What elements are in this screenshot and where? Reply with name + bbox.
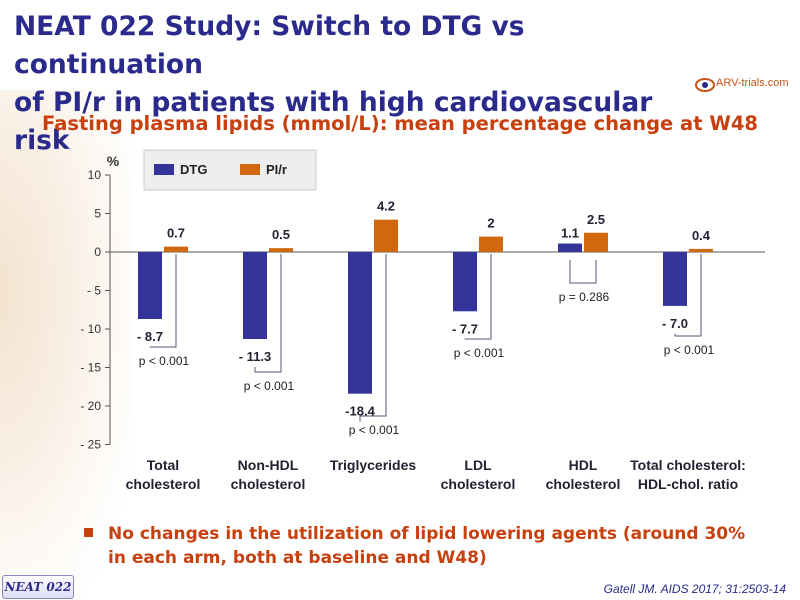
y-tick-label: - 5 [87,284,101,298]
bullet-square-icon [84,528,93,537]
logo-text: ARV-trials.com [716,77,789,89]
p-value-label: p = 0.286 [559,290,610,304]
category-label: Total cholesterol: [630,457,746,473]
p-value-label: p < 0.001 [664,343,715,357]
data-label-pir: 0.4 [692,228,711,243]
y-axis-label: % [107,153,120,169]
data-label-dtg: - 7.7 [452,321,478,336]
p-value-bracket [464,254,492,340]
category-label: Non-HDL [238,457,299,473]
bar-pir [269,248,293,252]
arv-trials-logo: ARV-trials.com [694,72,794,98]
bullet-text: No changes in the utilization of lipid l… [108,524,746,568]
y-tick-label: - 15 [80,361,101,375]
category-label: cholesterol [546,476,621,492]
bar-pir [584,232,608,252]
p-value-bracket [254,254,282,373]
data-label-pir: 2 [487,216,494,231]
category-label: LDL [464,457,492,473]
data-label-pir: 2.5 [587,212,605,227]
p-value-bracket [569,260,597,284]
category-label: cholesterol [126,476,201,492]
category-label: Triglycerides [330,457,417,473]
bar-pir [374,219,398,252]
y-tick-label: 10 [88,168,102,182]
lipid-bar-chart: 10 5 0 - 5 - 10 - 15 - 20 - 25% DTG PI/r - 8.7 0.7 p… [80,149,765,492]
study-badge: NEAT 022 [2,575,74,599]
p-value-label: p < 0.001 [349,423,400,437]
legend-swatch-pir [240,164,260,175]
bar-dtg [558,243,582,252]
bar-dtg [348,252,372,394]
category-label: HDL [569,457,598,473]
bar-pir [689,248,713,252]
category-label: HDL-chol. ratio [638,476,738,492]
bar-dtg [453,252,477,312]
data-label-dtg: -18.4 [345,404,375,419]
bar-dtg [138,252,162,319]
p-value-label: p < 0.001 [139,354,190,368]
y-tick-label: 5 [94,207,101,221]
bar-pir [164,246,188,252]
p-value-label: p < 0.001 [454,346,505,360]
p-value-bracket [674,254,702,337]
y-tick-label: 0 [94,245,101,259]
logo-icon [695,78,715,92]
data-label-dtg: - 11.3 [239,349,272,364]
bar-pir [479,236,503,252]
p-value-bracket [359,254,387,422]
y-tick-label: - 10 [80,322,101,336]
title-line-2: of PI/r in patients with high cardiovasc… [14,87,653,156]
page-title: NEAT 022 Study: Switch to DTG vs continu… [14,8,694,160]
data-label-pir: 4.2 [377,199,395,214]
data-label-dtg: - 8.7 [137,329,163,344]
data-label-dtg: 1.1 [561,226,579,241]
category-label: Total [147,457,179,473]
y-tick-label: - 25 [80,438,101,452]
data-label-pir: 0.5 [272,227,290,242]
bar-dtg [663,252,687,306]
chart-subtitle: Fasting plasma lipids (mmol/L): mean per… [42,112,758,135]
title-line-1: NEAT 022 Study: Switch to DTG vs continu… [14,11,525,80]
category-label: cholesterol [441,476,516,492]
category-label: cholesterol [231,476,306,492]
p-value-label: p < 0.001 [244,379,295,393]
data-label-dtg: - 7.0 [662,316,688,331]
p-value-bracket [149,254,177,348]
citation: Gatell JM. AIDS 2017; 31:2503-14 [603,582,786,596]
legend-label-pir: PI/r [266,162,287,177]
legend-label-dtg: DTG [180,162,207,177]
data-label-pir: 0.7 [167,226,185,241]
bar-dtg [243,252,267,340]
legend-swatch-dtg [154,164,174,175]
y-tick-label: - 20 [80,399,101,413]
